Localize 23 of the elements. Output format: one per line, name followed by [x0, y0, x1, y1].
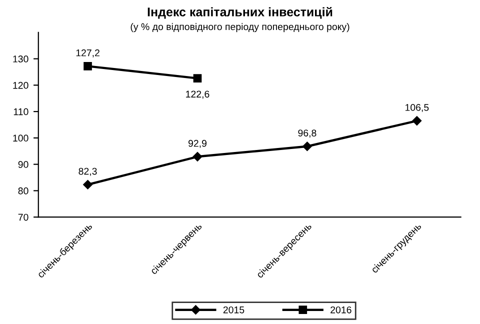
y-tick-label: 120	[13, 82, 28, 89]
point	[84, 62, 92, 70]
legend-label: 2016	[330, 306, 352, 314]
data-label: 122,6	[186, 90, 210, 99]
point	[192, 152, 202, 162]
y-tick-label: 90	[18, 161, 28, 168]
data-label: 96,8	[298, 130, 316, 138]
point	[412, 116, 422, 126]
data-label: 127,2	[76, 49, 100, 58]
legend-label: 2015	[223, 306, 244, 314]
y-tick-label: 70	[18, 214, 28, 221]
chart-title: Індекс капітальних інвестицій	[148, 6, 332, 19]
y-tick-label: 80	[18, 187, 28, 194]
data-label: 92,9	[188, 140, 206, 148]
y-tick-label: 100	[13, 134, 28, 142]
y-tick-label: 130	[13, 56, 28, 62]
data-label: 106,5	[405, 104, 429, 112]
data-label: 82,3	[78, 168, 97, 176]
chart-subtitle: (у % до відповідного періоду попереднього року)	[130, 23, 350, 32]
point	[83, 180, 92, 190]
point	[302, 142, 312, 151]
y-tick-label: 110	[14, 108, 28, 116]
point	[193, 74, 202, 82]
